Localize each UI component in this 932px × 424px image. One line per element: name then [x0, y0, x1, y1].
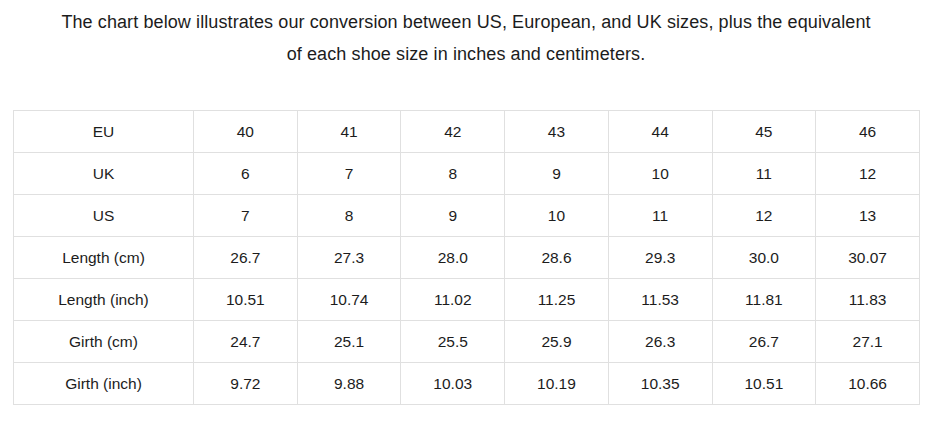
table-cell: 10.74	[297, 279, 401, 321]
table-cell: 9	[505, 153, 609, 195]
table-caption: The chart below illustrates our conversi…	[0, 0, 932, 70]
table-row-length-inch: Length (inch) 10.51 10.74 11.02 11.25 11…	[14, 279, 920, 321]
table-cell: 42	[401, 111, 505, 153]
table-cell: 12	[712, 195, 816, 237]
row-header-eu: EU	[14, 111, 194, 153]
table-cell: 40	[194, 111, 298, 153]
row-header-uk: UK	[14, 153, 194, 195]
table-cell: 28.0	[401, 237, 505, 279]
table-cell: 25.1	[297, 321, 401, 363]
table-cell: 10.51	[712, 363, 816, 405]
size-conversion-table: EU 40 41 42 43 44 45 46 UK 6 7 8 9 10 11…	[13, 110, 920, 405]
table-cell: 10.66	[816, 363, 920, 405]
table-row-us: US 7 8 9 10 11 12 13	[14, 195, 920, 237]
table-cell: 25.5	[401, 321, 505, 363]
table-cell: 46	[816, 111, 920, 153]
table-cell: 30.07	[816, 237, 920, 279]
row-header-length-cm: Length (cm)	[14, 237, 194, 279]
table-cell: 8	[297, 195, 401, 237]
table-cell: 45	[712, 111, 816, 153]
table-cell: 24.7	[194, 321, 298, 363]
table-cell: 43	[505, 111, 609, 153]
table-cell: 13	[816, 195, 920, 237]
table-cell: 11.25	[505, 279, 609, 321]
table-cell: 11.53	[608, 279, 712, 321]
table-row-eu: EU 40 41 42 43 44 45 46	[14, 111, 920, 153]
table-cell: 6	[194, 153, 298, 195]
table-cell: 10	[608, 153, 712, 195]
table-cell: 10.51	[194, 279, 298, 321]
table-row-girth-inch: Girth (inch) 9.72 9.88 10.03 10.19 10.35…	[14, 363, 920, 405]
table-row-uk: UK 6 7 8 9 10 11 12	[14, 153, 920, 195]
row-header-girth-cm: Girth (cm)	[14, 321, 194, 363]
caption-line-1: The chart below illustrates our conversi…	[0, 6, 932, 38]
table-cell: 8	[401, 153, 505, 195]
table-cell: 7	[297, 153, 401, 195]
table-cell: 9.88	[297, 363, 401, 405]
table-cell: 7	[194, 195, 298, 237]
table-cell: 10	[505, 195, 609, 237]
table-cell: 26.7	[712, 321, 816, 363]
table-cell: 29.3	[608, 237, 712, 279]
table-cell: 11.81	[712, 279, 816, 321]
row-header-length-inch: Length (inch)	[14, 279, 194, 321]
caption-line-2: of each shoe size in inches and centimet…	[0, 38, 932, 70]
table-cell: 26.3	[608, 321, 712, 363]
table-cell: 11	[608, 195, 712, 237]
table-cell: 25.9	[505, 321, 609, 363]
table-cell: 11.02	[401, 279, 505, 321]
table-cell: 26.7	[194, 237, 298, 279]
table-cell: 41	[297, 111, 401, 153]
table-cell: 11.83	[816, 279, 920, 321]
table-cell: 30.0	[712, 237, 816, 279]
table-cell: 9	[401, 195, 505, 237]
table-cell: 28.6	[505, 237, 609, 279]
table-row-girth-cm: Girth (cm) 24.7 25.1 25.5 25.9 26.3 26.7…	[14, 321, 920, 363]
table-cell: 44	[608, 111, 712, 153]
table-cell: 10.35	[608, 363, 712, 405]
table-cell: 11	[712, 153, 816, 195]
row-header-us: US	[14, 195, 194, 237]
table-cell: 9.72	[194, 363, 298, 405]
table-row-length-cm: Length (cm) 26.7 27.3 28.0 28.6 29.3 30.…	[14, 237, 920, 279]
table-cell: 10.19	[505, 363, 609, 405]
row-header-girth-inch: Girth (inch)	[14, 363, 194, 405]
table-cell: 27.3	[297, 237, 401, 279]
table-cell: 10.03	[401, 363, 505, 405]
table-cell: 12	[816, 153, 920, 195]
table-cell: 27.1	[816, 321, 920, 363]
